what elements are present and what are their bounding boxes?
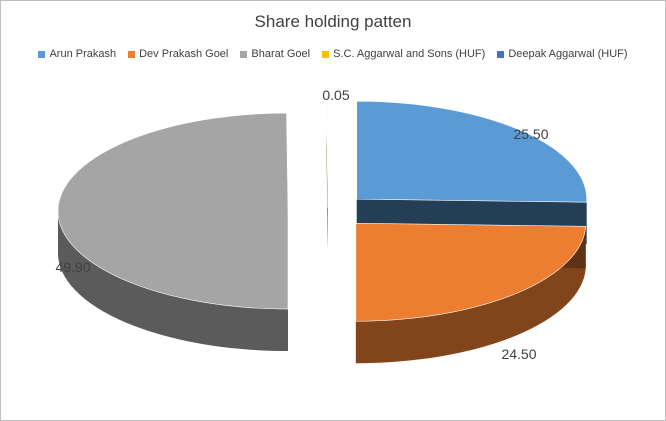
legend-label-arun-prakash: Arun Prakash bbox=[49, 48, 117, 60]
pie-slices bbox=[57, 95, 587, 364]
pie-slice-arun-prakash bbox=[356, 100, 587, 203]
legend-label-sc-aggarwal: S.C. Aggarwal and Sons (HUF) bbox=[333, 48, 486, 60]
data-label-s-c-aggarwal-and-sons-huf: 0.05 bbox=[322, 87, 349, 103]
pie-slice-deepak-aggarwal-huf bbox=[326, 95, 329, 194]
pie-side-dev-prakash-goel bbox=[355, 226, 586, 364]
legend-label-bharat-goel: Bharat Goel bbox=[251, 48, 311, 60]
data-label-arun-prakash: 25.50 bbox=[513, 126, 548, 142]
legend-item-arun-prakash: Arun Prakash bbox=[38, 48, 116, 60]
pie-side-bharat-goel bbox=[58, 211, 289, 352]
legend-label-dev-prakash-goel: Dev Prakash Goel bbox=[139, 48, 229, 60]
legend-swatch-arun-prakash bbox=[38, 50, 46, 58]
legend-swatch-deepak-aggarwal bbox=[497, 50, 505, 58]
data-label-bharat-goel: 49.90 bbox=[55, 259, 90, 275]
legend-item-bharat-goel: Bharat Goel bbox=[240, 48, 310, 60]
legend-item-dev-prakash-goel: Dev Prakash Goel bbox=[128, 48, 228, 60]
legend-swatch-dev-prakash-goel bbox=[128, 50, 136, 58]
legend-item-deepak-aggarwal: Deepak Aggarwal (HUF) bbox=[497, 48, 628, 60]
chart-title: Share holding patten bbox=[254, 12, 412, 31]
legend-item-sc-aggarwal: S.C. Aggarwal and Sons (HUF) bbox=[322, 48, 485, 60]
pie-slice-dev-prakash-goel bbox=[355, 222, 587, 322]
legend-swatch-bharat-goel bbox=[240, 50, 248, 58]
legend: Arun Prakash Dev Prakash Goel Bharat Goe… bbox=[1, 48, 665, 60]
legend-label-deepak-aggarwal: Deepak Aggarwal (HUF) bbox=[508, 48, 628, 60]
data-labels: 25.50 24.50 49.90 0.05 bbox=[55, 87, 548, 362]
data-label-dev-prakash-goel: 24.50 bbox=[501, 346, 536, 362]
legend-swatch-sc-aggarwal bbox=[322, 50, 330, 58]
